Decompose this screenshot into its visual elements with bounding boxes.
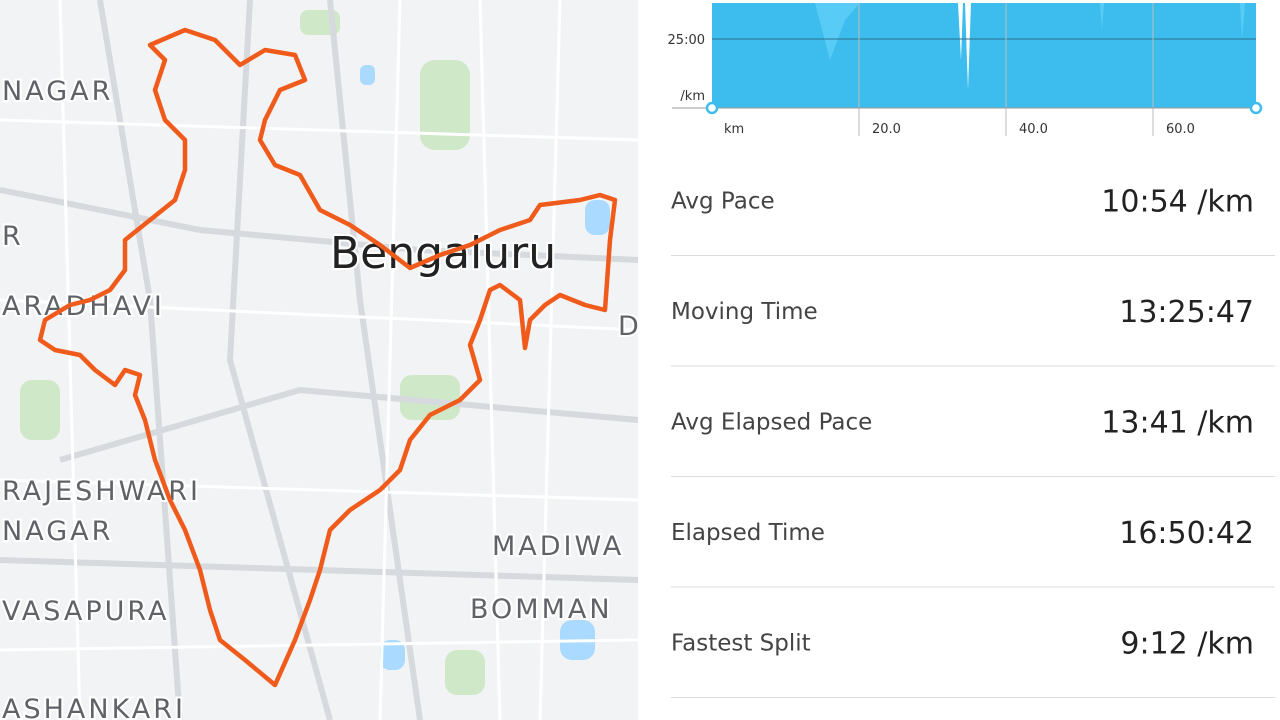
minor-roads [0,0,639,720]
pace-gaps [958,3,971,90]
stat-value: 13:25:47 [1119,295,1254,330]
map-label: NAGAR [2,76,113,107]
range-handle[interactable] [705,101,719,115]
map-label: MADIWA [492,531,624,562]
range-handle[interactable] [1249,101,1263,115]
stat-label: Elapsed Time [671,520,825,546]
map-panel: NAGAR R ARADHAVI Bengaluru RAJESHWARI NA… [0,0,642,720]
map-label: R [2,221,24,252]
stats-list: Avg Pace 10:54 /km Moving Time 13:25:47 Avg … [671,184,1275,698]
stat-label: Fastest Split [671,630,811,656]
map-label: RAJESHWARI [2,476,201,507]
pace-area [712,3,1256,108]
map-label: VASAPURA [2,596,170,627]
panel-background [640,0,1280,720]
stat-label: Avg Elapsed Pace [671,409,872,435]
map-label: D [618,311,642,342]
stat-value: 9:12 /km [1120,626,1254,661]
map-background [0,0,638,720]
stat-label: Moving Time [671,299,818,325]
major-roads [0,0,639,720]
y-axis-label: 25:00 [668,33,705,48]
x-axis-label: 20.0 [872,122,901,137]
map-label: BOMMAN [470,594,613,625]
y-axis-label: /km [680,89,705,104]
stat-value: 16:50:42 [1119,516,1254,551]
stat-value: 13:41 /km [1101,405,1254,440]
route [37,27,618,688]
map-label: NAGAR [2,516,113,547]
x-axis-label: 60.0 [1166,122,1195,137]
x-axis-label: km [724,122,744,137]
stat-value: 10:54 /km [1101,184,1254,219]
stat-label: Avg Pace [671,188,775,214]
stats-panel: 25:00 /km km 20.0 40.0 60.0 Avg Pace 10:5… [640,0,1280,720]
map-label: ASHANKARI [2,694,186,720]
map-label: ARADHAVI [2,291,165,322]
x-axis-label: 40.0 [1019,122,1048,137]
